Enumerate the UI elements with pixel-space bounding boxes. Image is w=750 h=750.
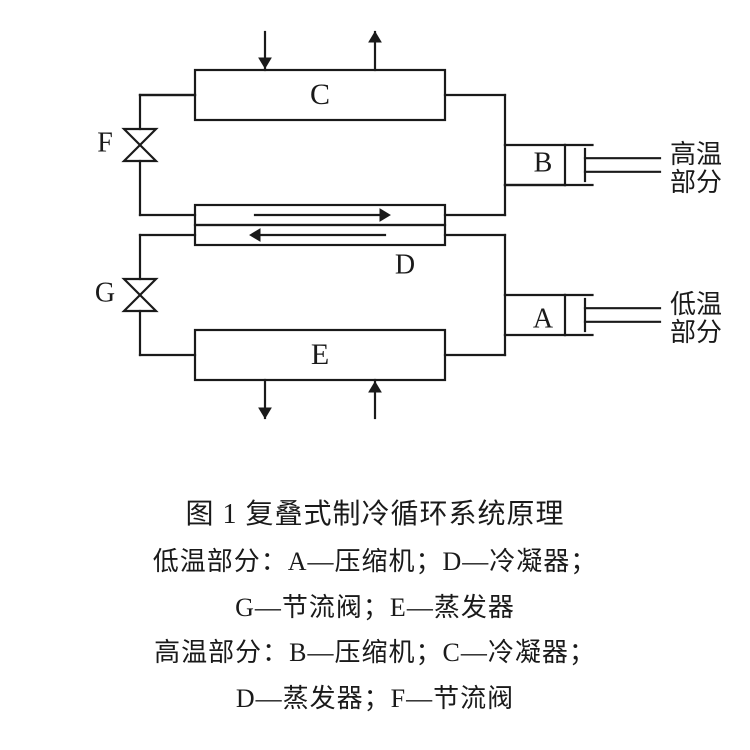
caption-block: 图 1 复叠式制冷循环系统原理 低温部分：A—压缩机；D—冷凝器； G—节流阀；… [0,490,750,721]
svg-text:A: A [533,303,554,334]
svg-text:E: E [311,338,329,371]
svg-text:B: B [534,147,553,178]
svg-text:部分: 部分 [670,318,722,347]
figure-container: { "diagram": { "type": "flowchart", "str… [0,0,750,750]
legend-high-2: D—蒸发器；F—节流阀 [0,676,750,722]
figure-title: 图 1 复叠式制冷循环系统原理 [0,490,750,539]
legend-low-1: 低温部分：A—压缩机；D—冷凝器； [0,539,750,585]
svg-text:C: C [310,78,330,111]
svg-text:低温: 低温 [670,290,722,319]
svg-text:F: F [97,127,113,158]
svg-text:D: D [395,249,415,280]
svg-text:G: G [95,277,115,308]
svg-text:高温: 高温 [670,140,722,169]
legend-low-2: G—节流阀；E—蒸发器 [0,585,750,631]
schematic-diagram: CEDFGBA高温部分低温部分 [0,0,750,480]
svg-text:部分: 部分 [670,168,722,197]
legend-high-1: 高温部分：B—压缩机；C—冷凝器； [0,630,750,676]
